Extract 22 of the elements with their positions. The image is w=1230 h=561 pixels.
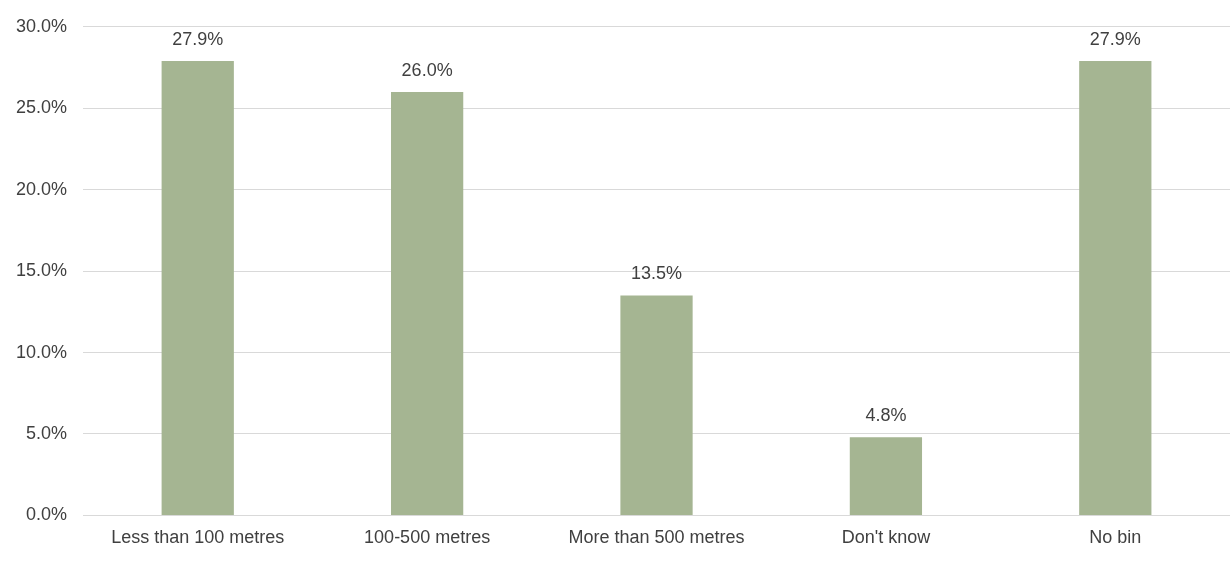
x-tick-label: 100-500 metres [364,527,491,548]
y-tick-label: 5.0% [26,422,68,443]
data-label: 4.8% [865,405,907,426]
data-label: 13.5% [631,263,683,284]
data-label: 26.0% [401,59,453,80]
x-tick-label: Less than 100 metres [111,527,285,548]
y-tick-label: 15.0% [15,260,68,281]
y-tick-label: 25.0% [15,97,68,118]
bar [391,91,464,515]
bar [849,437,923,515]
y-tick-label: 20.0% [15,178,68,199]
bar [620,295,693,515]
y-tick-label: 10.0% [15,341,68,362]
data-label: 27.9% [172,28,224,49]
y-tick-label: 30.0% [15,15,68,36]
bar [161,61,234,515]
x-tick-label: Don't know [841,527,932,548]
bar [1079,61,1152,515]
y-tick-label: 0.0% [26,504,68,525]
x-tick-label: More than 500 metres [568,527,745,548]
data-label: 27.9% [1089,28,1141,49]
x-tick-label: No bin [1089,527,1142,548]
